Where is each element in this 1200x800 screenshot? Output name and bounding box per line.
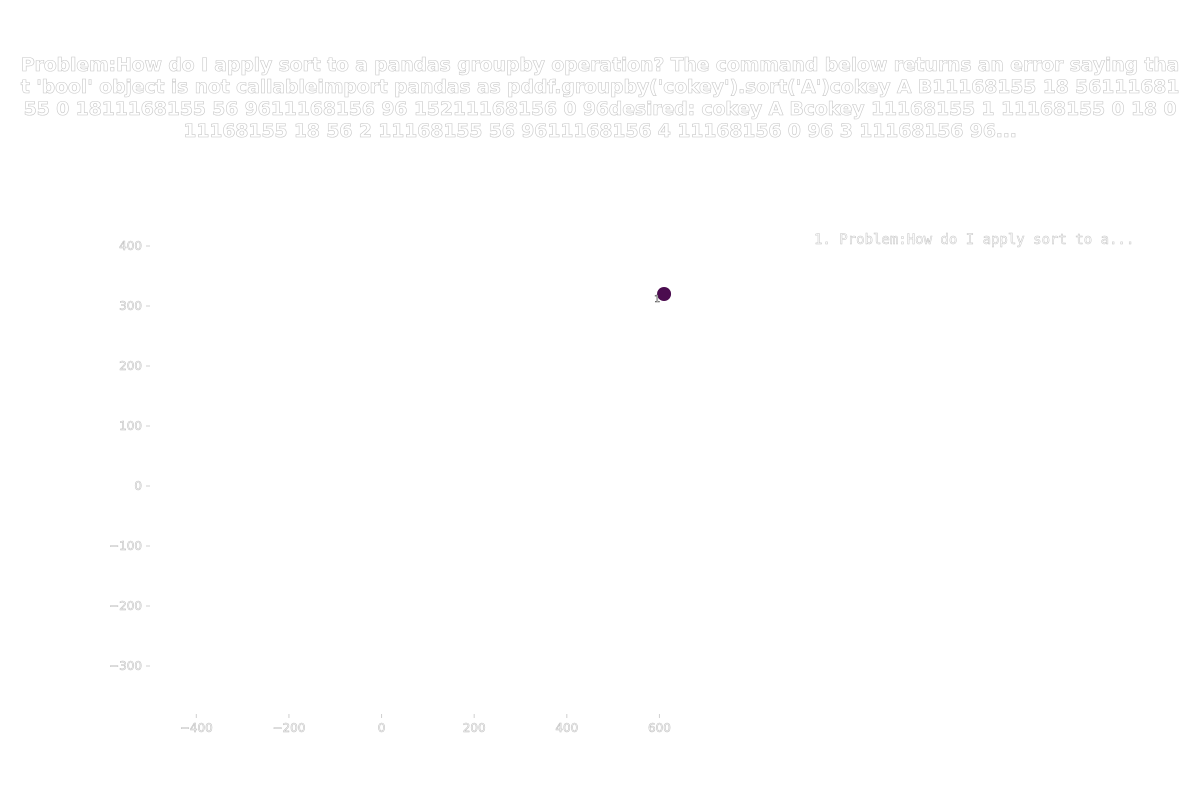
x-axis: −400 −200 0 200 400 600: [180, 714, 671, 735]
y-tick-label: −200: [109, 599, 142, 613]
y-tick-label: −300: [109, 659, 142, 673]
y-tick-label: −100: [109, 539, 142, 553]
y-tick-label: 200: [119, 359, 142, 373]
x-tick-label: 400: [555, 721, 578, 735]
data-point[interactable]: [657, 287, 672, 301]
y-tick-label: 400: [119, 239, 142, 253]
y-tick-label: 100: [119, 419, 142, 433]
x-tick-label: 0: [378, 721, 386, 735]
chart-title: Problem:How do I apply sort to a pandas …: [20, 54, 1180, 143]
x-tick-label: 200: [463, 721, 486, 735]
data-points: 1: [654, 287, 672, 305]
y-axis: −300 −200 −100 0 100 200 300 400: [109, 239, 150, 673]
y-tick-label: 300: [119, 299, 142, 313]
data-point-label: 1: [654, 294, 660, 305]
y-tick-label: 0: [134, 479, 142, 493]
x-tick-label: −200: [272, 721, 305, 735]
x-tick-label: 600: [648, 721, 671, 735]
x-tick-label: −400: [180, 721, 213, 735]
legend-entry: 1. Problem:How do I apply sort to a...: [814, 232, 1135, 249]
